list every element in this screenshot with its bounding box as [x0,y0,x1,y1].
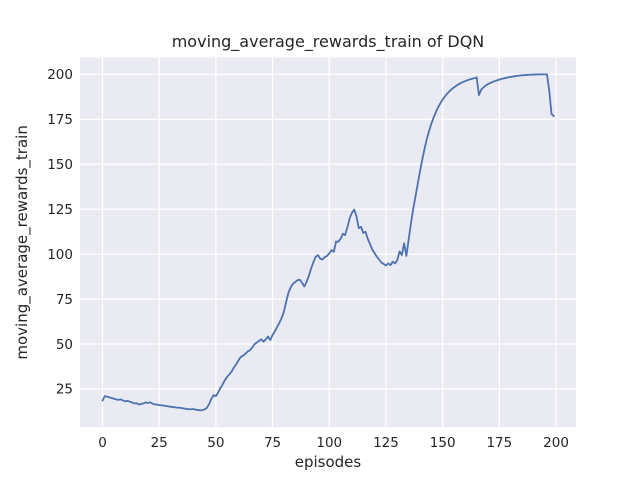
x-tick-label: 125 [373,435,399,451]
plot-area [80,57,576,428]
y-tick-label: 150 [47,157,73,173]
y-tick-label: 75 [56,292,73,308]
y-tick-label: 50 [56,337,73,353]
y-tick-label: 200 [47,67,73,83]
y-axis-label: moving_average_rewards_train [13,125,32,359]
y-tick-label: 125 [47,202,73,218]
x-tick-label: 175 [486,435,512,451]
x-tick-label: 0 [98,435,107,451]
y-tick-label: 175 [47,112,73,128]
plot-layer [80,57,576,428]
x-axis-label: episodes [295,453,362,471]
tick-layer: 0 25 50 75 100 125 150 175 200 25 50 75 100 125 150 175… [47,67,569,451]
chart-title: moving_average_rewards_train of DQN [172,32,485,52]
x-tick-label: 150 [430,435,456,451]
y-tick-label: 25 [56,382,73,398]
x-tick-label: 100 [316,435,342,451]
x-tick-label: 200 [543,435,569,451]
x-tick-label: 50 [207,435,224,451]
series-line-dqn [101,73,555,412]
x-tick-label: 75 [264,435,281,451]
x-tick-label: 25 [151,435,168,451]
y-tick-label: 100 [47,247,73,263]
